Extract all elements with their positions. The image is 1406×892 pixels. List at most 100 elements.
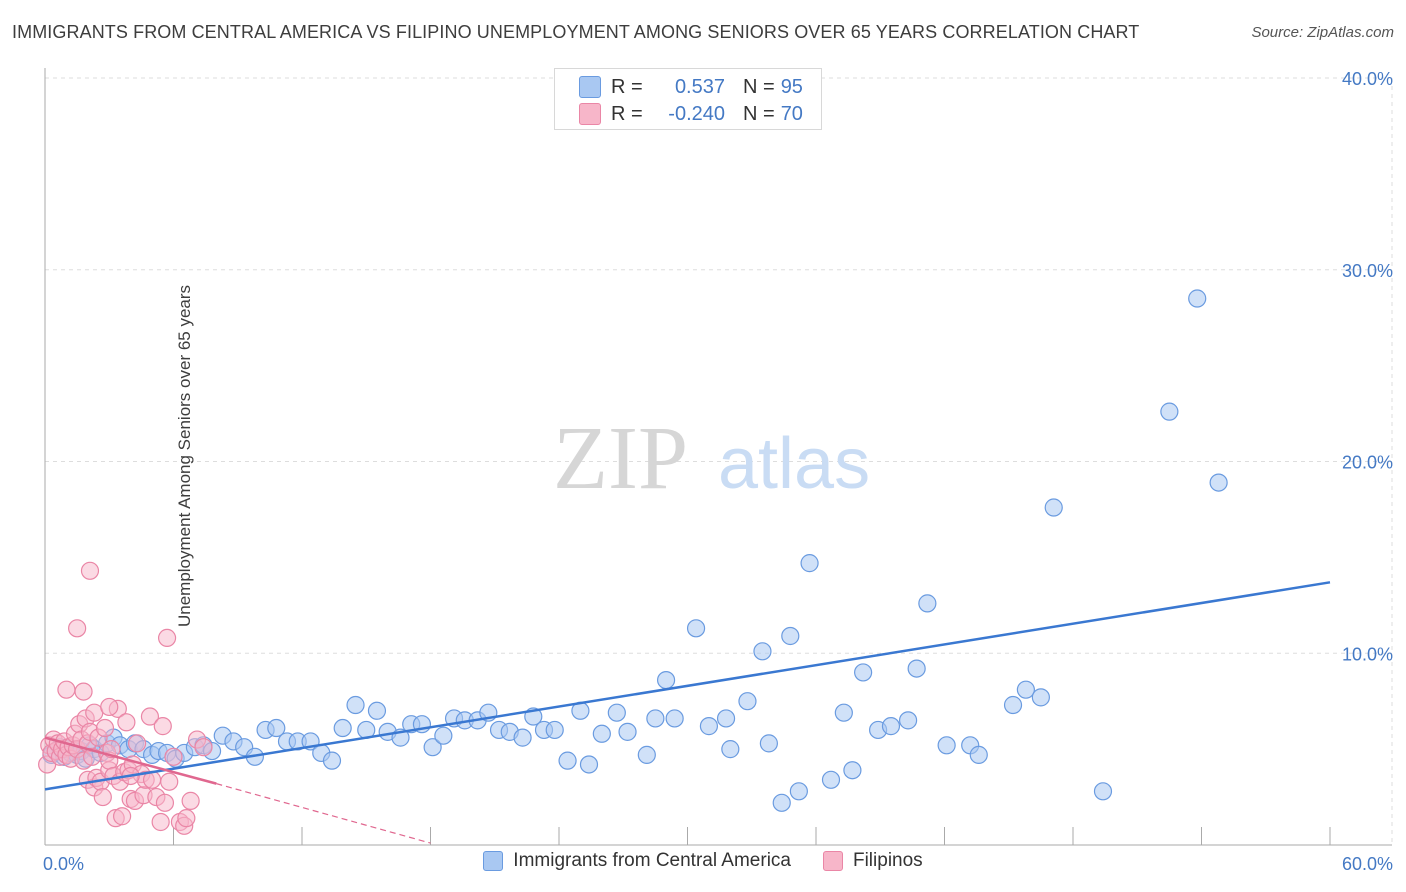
series-central-america-points xyxy=(42,289,1228,812)
data-point-central-america xyxy=(1044,498,1063,517)
bottom-legend: Immigrants from Central America Filipino… xyxy=(0,850,1406,872)
data-point-filipinos xyxy=(153,717,172,736)
trend-lines xyxy=(44,581,1331,844)
tick-labels: 10.0% 20.0% 30.0% 40.0% 0.0% 60.0% xyxy=(43,69,1393,874)
data-point-central-america xyxy=(1016,680,1035,699)
legend-label-filipinos: Filipinos xyxy=(852,850,923,871)
source-label: Source: ZipAtlas.com xyxy=(1251,24,1394,41)
data-point-filipinos xyxy=(100,697,119,717)
data-point-filipinos xyxy=(112,807,132,826)
data-point-central-america xyxy=(699,717,719,736)
data-point-central-america xyxy=(1209,473,1228,492)
data-point-central-america xyxy=(907,659,926,678)
data-point-central-america xyxy=(656,670,676,690)
data-point-central-america xyxy=(686,619,706,638)
x-tick-label-right: 60.0% xyxy=(1342,854,1393,874)
data-point-central-america xyxy=(800,554,819,573)
r-value-pink: -0.240 xyxy=(668,102,725,125)
data-point-central-america xyxy=(1188,289,1207,308)
data-point-filipinos xyxy=(194,738,213,757)
data-point-central-america xyxy=(333,718,352,738)
watermark-zip: ZIP xyxy=(553,409,688,508)
series-filipinos-points xyxy=(38,561,213,835)
data-point-central-america xyxy=(423,738,442,757)
data-point-central-america xyxy=(937,736,956,755)
data-point-filipinos xyxy=(157,628,177,648)
data-point-central-america xyxy=(592,724,611,743)
data-point-central-america xyxy=(558,751,577,770)
chart-title: IMMIGRANTS FROM CENTRAL AMERICA VS FILIP… xyxy=(12,22,1140,42)
data-point-filipinos xyxy=(177,809,196,828)
data-point-central-america xyxy=(969,745,988,764)
data-point-filipinos xyxy=(93,787,112,807)
pink-swatch xyxy=(579,103,601,125)
legend-label-central-america: Immigrants from Central America xyxy=(513,850,791,871)
data-point-central-america xyxy=(579,755,599,774)
data-point-central-america xyxy=(1160,402,1179,421)
data-point-central-america xyxy=(881,717,901,736)
data-point-central-america xyxy=(322,751,342,770)
legend-item-filipinos[interactable]: Filipinos xyxy=(822,850,923,872)
data-point-central-america xyxy=(716,709,736,728)
legend-item-central-america[interactable]: Immigrants from Central America xyxy=(483,850,791,872)
data-point-central-america xyxy=(1003,695,1023,715)
stats-row-central-america: R = 0.537 N = 95 xyxy=(579,74,803,100)
data-point-central-america xyxy=(367,701,387,720)
data-point-central-america xyxy=(898,711,918,730)
y-tick-label: 20.0% xyxy=(1342,453,1393,473)
legend-swatch-pink xyxy=(822,851,843,871)
data-point-central-america xyxy=(665,709,684,728)
data-point-filipinos xyxy=(68,619,87,638)
watermark-atlas: atlas xyxy=(718,424,870,504)
n-value-blue: 95 xyxy=(780,75,803,98)
data-point-central-america xyxy=(918,594,937,613)
data-point-filipinos xyxy=(117,713,136,732)
data-point-filipinos xyxy=(57,680,76,699)
data-point-central-america xyxy=(843,761,862,780)
data-point-central-america xyxy=(513,728,532,747)
data-point-central-america xyxy=(854,663,873,682)
data-point-central-america xyxy=(267,718,286,738)
x-tick-label-left: 0.0% xyxy=(43,854,84,874)
data-point-central-america xyxy=(346,695,365,715)
trend-extension-filipinos xyxy=(216,783,431,844)
y-tick-label: 10.0% xyxy=(1342,644,1393,664)
data-point-filipinos xyxy=(74,682,93,701)
y-tick-label: 30.0% xyxy=(1342,261,1393,281)
r-label: R = xyxy=(611,102,643,125)
watermark: ZIP atlas xyxy=(553,409,870,508)
data-point-central-america xyxy=(789,782,808,801)
n-label: N = xyxy=(743,75,775,98)
stats-legend: R = 0.537 N = 95 R = -0.240 N = 70 xyxy=(554,68,822,130)
legend-swatch-blue xyxy=(483,851,504,871)
data-point-filipinos xyxy=(151,812,170,832)
r-value-blue: 0.537 xyxy=(674,75,725,98)
data-point-central-america xyxy=(646,709,665,728)
trend-line-filipinos xyxy=(44,736,217,785)
y-tick-label: 40.0% xyxy=(1342,69,1393,89)
data-point-filipinos xyxy=(95,718,115,738)
blue-swatch xyxy=(579,76,601,98)
n-label: N = xyxy=(743,102,775,125)
data-point-central-america xyxy=(772,793,791,812)
data-point-central-america xyxy=(834,703,853,722)
data-point-filipinos xyxy=(127,734,147,753)
data-point-central-america xyxy=(1031,688,1050,707)
data-point-central-america xyxy=(1093,782,1113,801)
r-label: R = xyxy=(611,75,643,98)
stats-row-filipinos: R = -0.240 N = 70 xyxy=(579,101,803,127)
trend-line-central-america xyxy=(44,581,1331,791)
n-value-pink: 70 xyxy=(780,102,803,125)
y-axis-label: Unemployment Among Seniors over 65 years xyxy=(175,284,195,628)
data-point-central-america xyxy=(721,740,740,759)
data-point-filipinos xyxy=(80,561,100,580)
data-point-central-america xyxy=(821,770,841,789)
data-point-filipinos xyxy=(181,791,200,810)
axes xyxy=(44,68,1392,846)
data-point-central-america xyxy=(759,734,778,753)
data-point-central-america xyxy=(637,745,656,764)
data-point-central-america xyxy=(607,703,626,722)
data-point-central-america xyxy=(545,720,564,740)
data-point-central-america xyxy=(738,692,757,711)
